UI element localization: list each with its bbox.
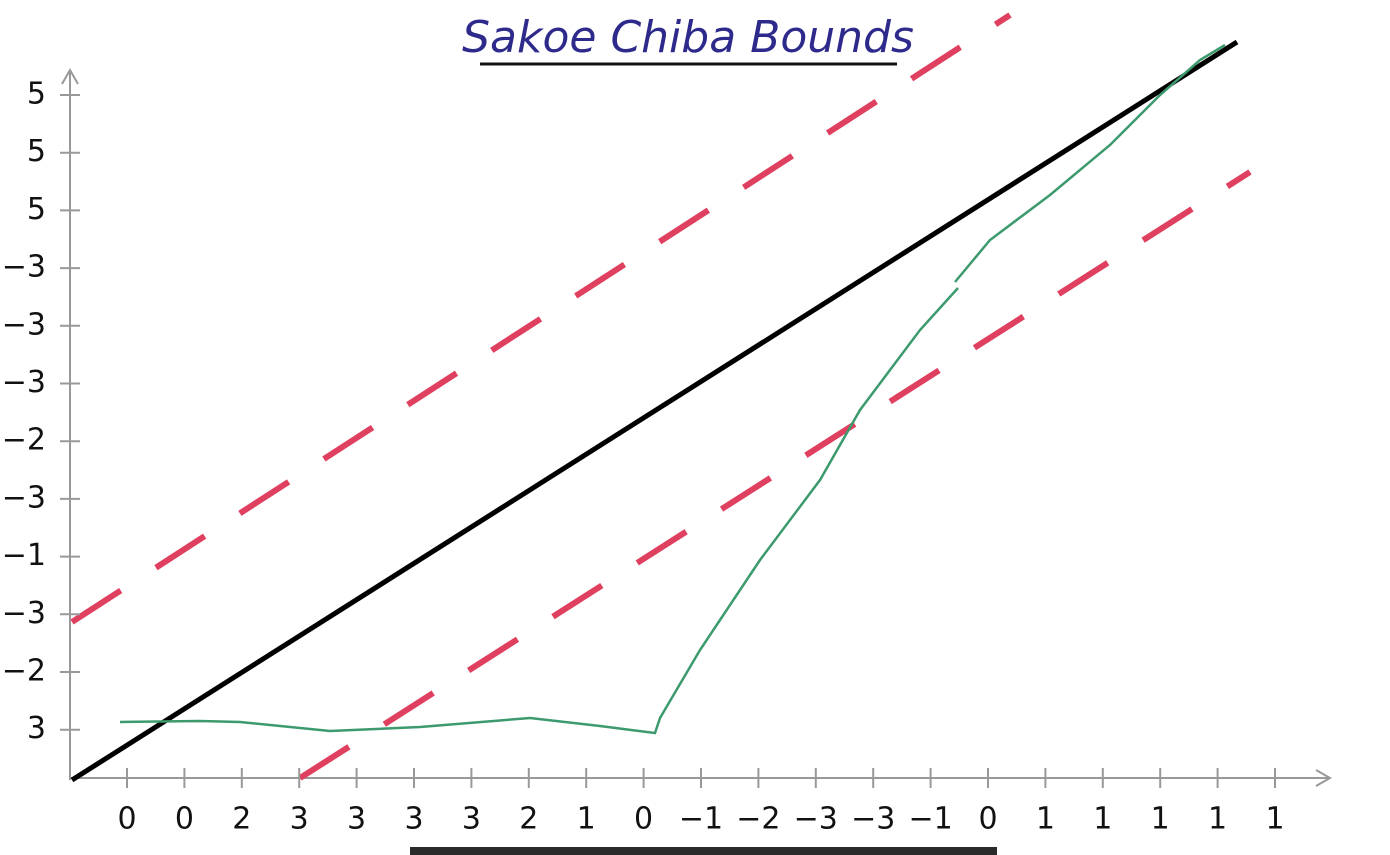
x-tick-label: −3 — [794, 802, 838, 837]
y-tick-label: −3 — [2, 365, 46, 400]
warping-path — [954, 43, 1226, 283]
x-tick-label: 3 — [290, 802, 309, 837]
x-tick-label: 1 — [1208, 802, 1227, 837]
x-tick-label: 0 — [634, 802, 653, 837]
x-tick-label: −1 — [679, 802, 723, 837]
y-tick-label: 3 — [27, 711, 46, 746]
y-tick-label: −3 — [2, 250, 46, 285]
y-tick-label: −3 — [2, 596, 46, 631]
x-tick-label: 2 — [519, 802, 538, 837]
x-tick-label: 3 — [462, 802, 481, 837]
x-tick-label: 0 — [117, 802, 136, 837]
y-tick-label: 5 — [27, 77, 46, 112]
ticks: 5 5 5 −3 −3 −3 −2 −3 −1 −3 −2 3 0 0 2 3 3 3 3 2 1 0 −1 −2 −3 −3 −1… — [2, 77, 1285, 837]
x-tick-label: 1 — [1265, 802, 1284, 837]
diagonal — [70, 39, 1239, 783]
y-tick-label: −3 — [2, 307, 46, 342]
x-tick-label: 0 — [978, 802, 997, 837]
caption-bar — [410, 847, 997, 855]
y-tick-label: −3 — [2, 480, 46, 515]
y-tick-label: −1 — [2, 538, 46, 573]
warping-path — [119, 287, 959, 735]
y-axis-arrow — [61, 67, 79, 85]
x-tick-label: 1 — [1151, 802, 1170, 837]
upper-bound — [70, 12, 1012, 625]
x-axis-arrow — [1315, 769, 1333, 787]
y-tick-label: 5 — [27, 192, 46, 227]
x-tick-label: 0 — [175, 802, 194, 837]
y-tick-label: 5 — [27, 134, 46, 169]
x-tick-label: −1 — [908, 802, 952, 837]
x-tick-label: 2 — [232, 802, 251, 837]
x-tick-label: 3 — [347, 802, 366, 837]
x-tick-label: 1 — [577, 802, 596, 837]
y-tick-label: −2 — [2, 423, 46, 458]
lower-bound — [298, 169, 1252, 781]
x-tick-label: 1 — [1036, 802, 1055, 837]
x-tick-label: −2 — [736, 802, 780, 837]
title: Sakoe Chiba Bounds — [462, 12, 914, 63]
x-tick-label: −3 — [851, 802, 895, 837]
y-tick-label: −2 — [2, 654, 46, 689]
x-tick-label: 1 — [1093, 802, 1112, 837]
x-tick-label: 3 — [404, 802, 423, 837]
